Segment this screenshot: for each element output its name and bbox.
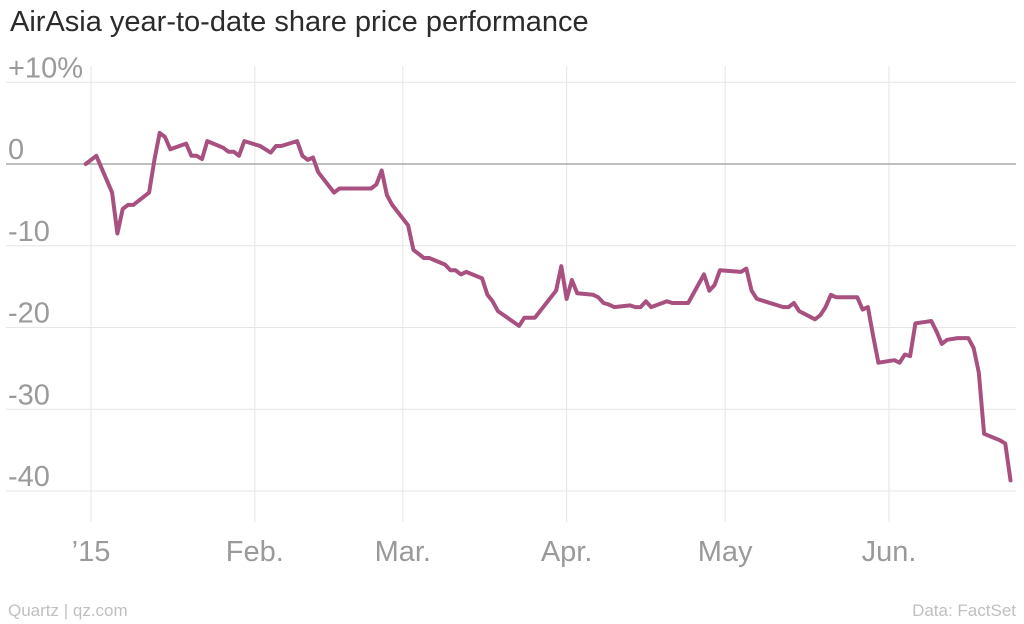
chart-title: AirAsia year-to-date share price perform… (10, 6, 589, 38)
source-text: Data: FactSet (912, 601, 1016, 620)
y-tick-label: +10% (8, 52, 83, 84)
y-tick-label: -30 (8, 379, 50, 411)
y-axis-ticks: +10% 0 -10 -20 -30 -40 (8, 52, 83, 493)
series-layer (83, 130, 1013, 483)
gridlines (6, 66, 1016, 522)
x-tick-label: Apr. (541, 536, 593, 568)
x-axis-ticks: ’15 Feb. Mar. Apr. May Jun. (72, 536, 917, 568)
credit-text: Quartz | qz.com (8, 601, 128, 620)
series-line-0 (83, 130, 1013, 483)
x-tick-label: May (698, 536, 753, 568)
y-tick-label: -20 (8, 298, 50, 330)
x-tick-label: ’15 (72, 536, 111, 568)
x-tick-label: Jun. (862, 536, 917, 568)
y-tick-label: 0 (8, 134, 24, 166)
y-tick-label: -40 (8, 461, 50, 493)
y-tick-label: -10 (8, 216, 50, 248)
x-tick-label: Mar. (375, 536, 431, 568)
x-tick-label: Feb. (226, 536, 284, 568)
